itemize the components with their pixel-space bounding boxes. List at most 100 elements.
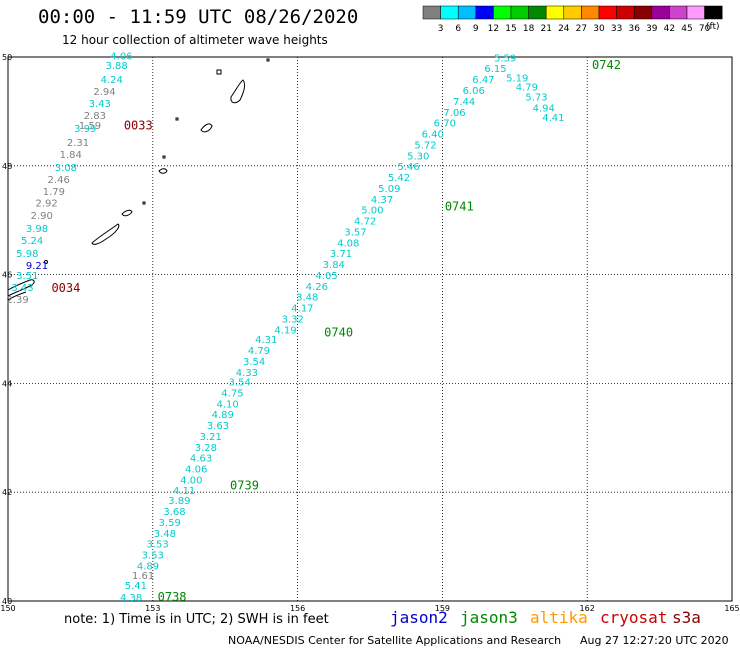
wave-height-value: 3.43 — [89, 99, 111, 110]
wave-height-value: 3.53 — [142, 551, 164, 562]
legend-tick: 70 — [699, 24, 711, 34]
lat-tick-label: 46 — [2, 271, 12, 280]
wave-height-value: 4.08 — [337, 238, 359, 249]
wave-height-value: 4.79 — [516, 83, 538, 94]
wave-height-value: 5.00 — [361, 206, 383, 217]
legend-tick: 36 — [628, 24, 640, 34]
wave-height-value: 5.09 — [378, 184, 400, 195]
wave-height-value: 4.41 — [542, 113, 564, 124]
wave-height-value: 4.89 — [212, 410, 234, 421]
wave-height-value: 5.24 — [21, 236, 43, 247]
wave-height-value: 4.94 — [533, 103, 555, 114]
lat-tick-label: 44 — [2, 379, 12, 388]
legend-tick: 45 — [681, 24, 692, 34]
wave-height-value: 3.48 — [154, 529, 176, 540]
wave-height-value: 5.41 — [125, 581, 147, 592]
wave-height-value: 7.44 — [453, 97, 475, 108]
credit-line: NOAA/NESDIS Center for Satellite Applica… — [228, 634, 562, 647]
wave-height-value: 3.48 — [296, 293, 318, 304]
pass-time-label: 0740 — [324, 326, 353, 340]
wave-height-value: 3.84 — [323, 260, 345, 271]
wave-height-value: 2.46 — [48, 175, 70, 186]
wave-height-value: 4.06 — [185, 465, 207, 476]
wave-height-value: 4.11 — [173, 486, 195, 497]
wave-height-value: 3.53 — [146, 540, 168, 551]
legend-tick: 39 — [646, 24, 658, 34]
wave-height-value: 3.57 — [344, 227, 366, 238]
wave-height-value: 3.43 — [11, 283, 33, 294]
wave-height-value: 2.92 — [35, 199, 57, 210]
wave-height-value: 1.59 — [79, 121, 101, 132]
wave-height-value: 4.89 — [137, 561, 159, 572]
color-legend: 3 6 9 12 15 18 21 24 27 30 33 36 39 42 45 70 — [422, 5, 723, 34]
lon-tick-label: 153 — [145, 604, 160, 613]
legend-tick: 24 — [558, 24, 570, 34]
wave-height-value: 1.84 — [60, 150, 82, 161]
satellite-jason3: jason3 — [460, 608, 518, 627]
wave-height-value: 6.06 — [463, 86, 485, 97]
pass-time-label: 0739 — [230, 478, 259, 492]
wave-height-map: 150 153 156 159 162 1655048464442404.063.884.… — [0, 52, 739, 613]
wave-height-value: 3.59 — [159, 518, 181, 529]
wave-height-value: 2.83 — [84, 111, 106, 122]
page-subtitle: 12 hour collection of altimeter wave hei… — [62, 33, 328, 47]
altimeter-track: 4.385.411.614.893.533.533.483.593.683.89… — [120, 486, 195, 604]
lon-tick-label: 150 — [0, 604, 15, 613]
legend-tick: 42 — [664, 24, 675, 34]
wave-height-value: 5.30 — [407, 151, 429, 162]
pass-time-label: 0738 — [158, 590, 187, 604]
lon-tick-label: 156 — [290, 604, 305, 613]
wave-height-value: 3.88 — [105, 61, 127, 72]
wave-height-value: 9.21 — [26, 261, 48, 272]
wave-height-value: 3.51 — [16, 271, 38, 282]
pass-time-label: 0741 — [445, 199, 474, 213]
page-title: 00:00 - 11:59 UTC 08/26/2020 — [38, 6, 359, 28]
wave-height-value: 5.42 — [388, 173, 410, 184]
wave-height-value: 3.71 — [330, 249, 352, 260]
legend-tick: 30 — [593, 24, 605, 34]
wave-height-value: 4.17 — [291, 304, 313, 315]
wave-height-value: 4.10 — [216, 399, 238, 410]
map-frame — [7, 56, 733, 602]
altimeter-track: 5.194.795.734.944.41 0742 — [506, 58, 621, 124]
wave-height-value: 2.94 — [93, 87, 115, 98]
satellite-jason2: jason2 — [390, 608, 448, 627]
altimeter-track: 9.213.513.432.39 0034 — [7, 261, 81, 306]
wave-height-value: 3.68 — [163, 507, 185, 518]
wave-height-value: 3.54 — [243, 357, 265, 368]
pass-time-label: 0033 — [124, 118, 153, 132]
wave-height-value: 2.39 — [7, 295, 29, 306]
pass-time-label: 0742 — [592, 58, 621, 72]
wave-height-value: 4.05 — [315, 271, 337, 282]
coastline — [7, 58, 270, 301]
wave-height-value: 2.31 — [67, 138, 89, 149]
legend-tick: 15 — [505, 24, 516, 34]
satellite-altika: altika — [530, 608, 588, 627]
lon-tick-label: 162 — [580, 604, 595, 613]
wave-height-value: 4.63 — [190, 454, 212, 465]
wave-height-value: 3.32 — [282, 314, 304, 325]
wave-height-value: 4.24 — [101, 75, 123, 86]
wave-height-value: 3.08 — [55, 163, 77, 174]
credit-timestamp: Aug 27 12:27:20 UTC 2020 — [580, 634, 729, 647]
wave-height-value: 3.89 — [168, 496, 190, 507]
satellite-cryosat: cryosat — [600, 608, 668, 627]
legend-unit: (ft) — [706, 22, 720, 32]
lon-tick-label: 159 — [435, 604, 450, 613]
wave-height-value: 5.72 — [414, 140, 436, 151]
legend-tick: 6 — [455, 24, 461, 34]
wave-height-value: 3.21 — [200, 432, 222, 443]
lon-tick-label: 165 — [724, 604, 739, 613]
wave-height-value: 5.19 — [506, 73, 528, 84]
wave-height-value: 6.40 — [422, 130, 444, 141]
wave-height-value: 4.26 — [306, 282, 328, 293]
legend-swatch — [704, 5, 723, 20]
altimeter-track: 4.193.324.173.484.264.053.843.714.083.57… — [274, 151, 429, 339]
wave-height-value: 3.99 — [74, 124, 96, 135]
wave-height-value: 1.79 — [43, 187, 65, 198]
legend-tick: 33 — [611, 24, 622, 34]
lat-tick-label: 42 — [2, 488, 12, 497]
legend-tick: 18 — [523, 24, 535, 34]
pass-time-label: 0034 — [51, 281, 80, 295]
wave-height-value: 4.00 — [180, 475, 202, 486]
